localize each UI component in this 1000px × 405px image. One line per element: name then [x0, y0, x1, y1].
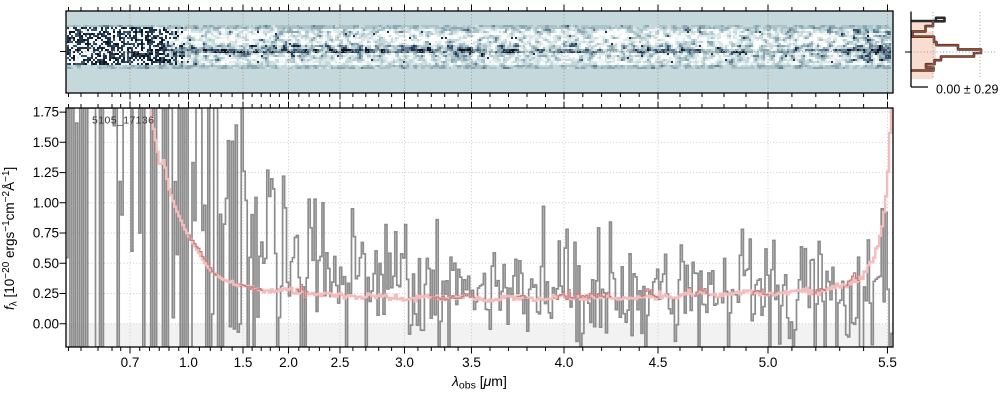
svg-text:1.00: 1.00 — [33, 195, 59, 210]
svg-text:fλ [10−20 ergs−1cm−2Å−1]: fλ [10−20 ergs−1cm−2Å−1] — [1, 167, 20, 310]
svg-text:0.7: 0.7 — [121, 355, 140, 370]
svg-text:2.0: 2.0 — [279, 355, 298, 370]
svg-text:0.75: 0.75 — [33, 226, 59, 241]
svg-text:2.5: 2.5 — [331, 355, 350, 370]
svg-text:1.5: 1.5 — [234, 355, 253, 370]
svg-text:5.0: 5.0 — [759, 355, 778, 370]
svg-text:λobs [μm]: λobs [μm] — [451, 373, 507, 392]
svg-text:0.50: 0.50 — [33, 256, 59, 271]
svg-text:1.75: 1.75 — [33, 105, 59, 120]
svg-text:4.0: 4.0 — [555, 355, 574, 370]
svg-text:0.00: 0.00 — [33, 316, 59, 331]
svg-text:5.5: 5.5 — [878, 355, 897, 370]
svg-text:3.0: 3.0 — [395, 355, 414, 370]
svg-text:4.5: 4.5 — [649, 355, 668, 370]
svg-text:0.25: 0.25 — [33, 286, 59, 301]
svg-text:0.00 ± 0.29: 0.00 ± 0.29 — [936, 83, 999, 97]
svg-text:1.25: 1.25 — [33, 165, 59, 180]
svg-text:1.50: 1.50 — [33, 135, 59, 150]
svg-text:1.0: 1.0 — [179, 355, 198, 370]
svg-text:5105_17136: 5105_17136 — [92, 115, 154, 127]
svg-text:3.5: 3.5 — [462, 355, 481, 370]
